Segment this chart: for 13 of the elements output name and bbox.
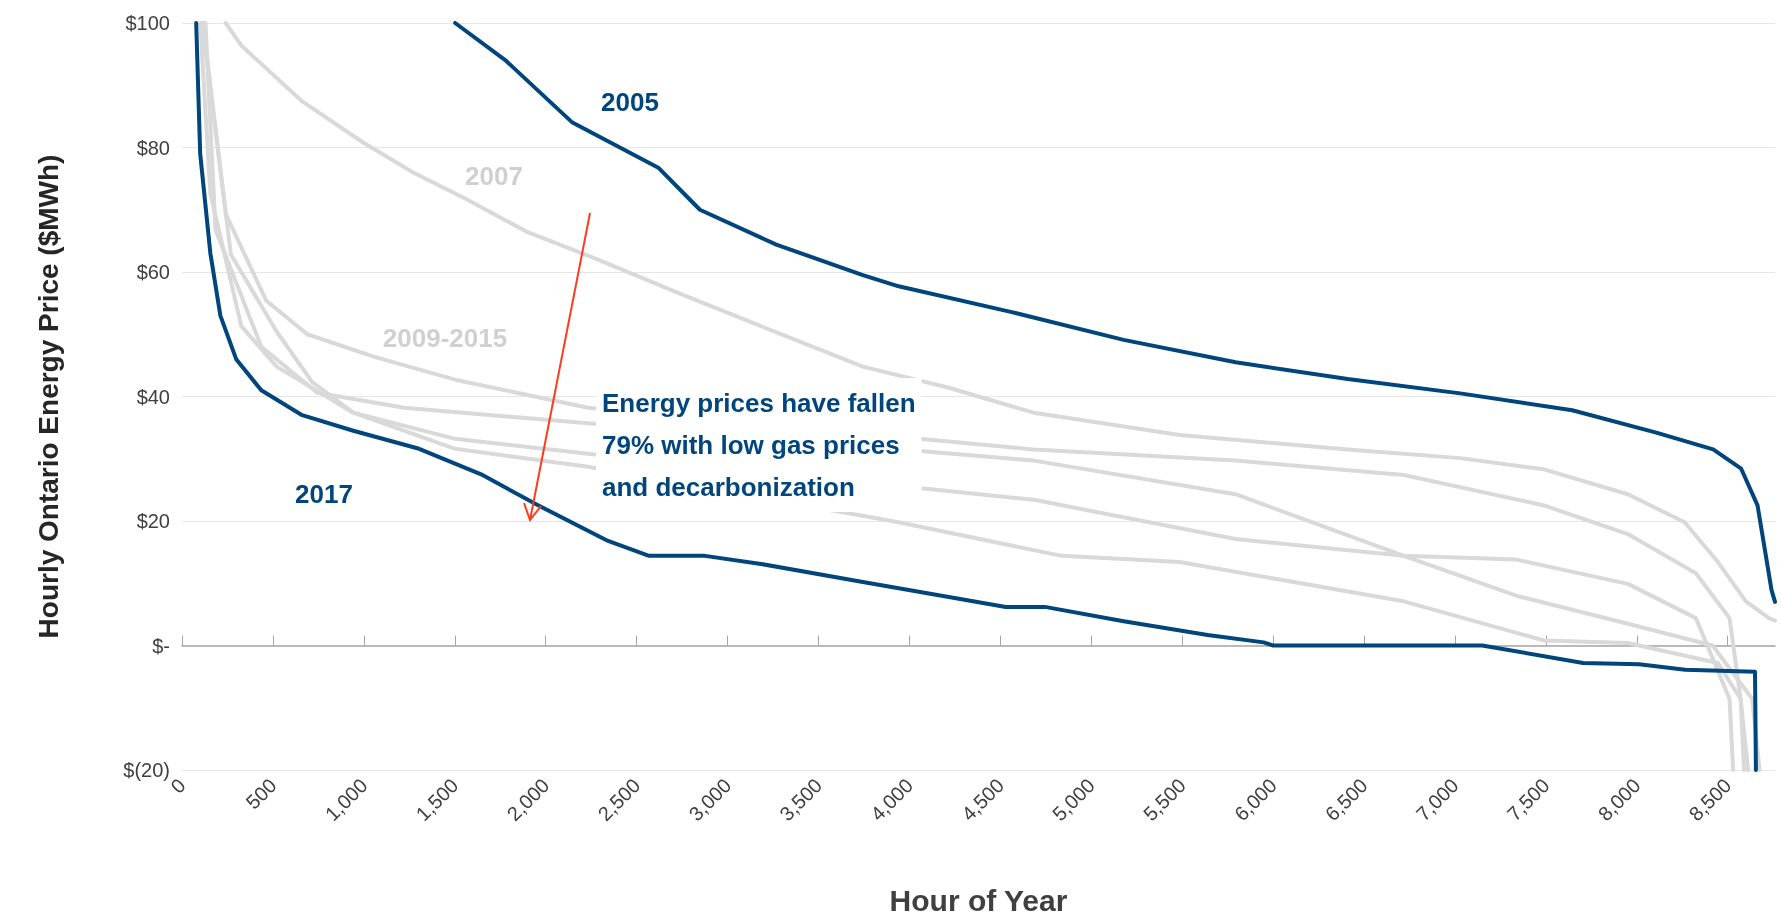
y-tick-label: $80	[136, 136, 170, 159]
y-tick-label: $40	[136, 385, 170, 408]
annotation: Energy prices have fallen 79% with low gas prices and decarbonization	[602, 388, 916, 502]
y-axis-title: Hourly Ontario Energy Price ($MWh)	[32, 154, 64, 639]
x-tick-label: 500	[241, 774, 281, 814]
series-label: 2017	[295, 479, 353, 509]
y-tick-label: $(20)	[123, 759, 170, 781]
x-axis-title: Hour of Year	[889, 883, 1068, 917]
series-label: 2005	[601, 87, 659, 117]
y-tick-label: $100	[125, 12, 170, 34]
y-tick-label: $60	[136, 261, 170, 283]
y-tick-label: $-	[152, 634, 170, 657]
y-tick-label: $20	[136, 510, 170, 532]
